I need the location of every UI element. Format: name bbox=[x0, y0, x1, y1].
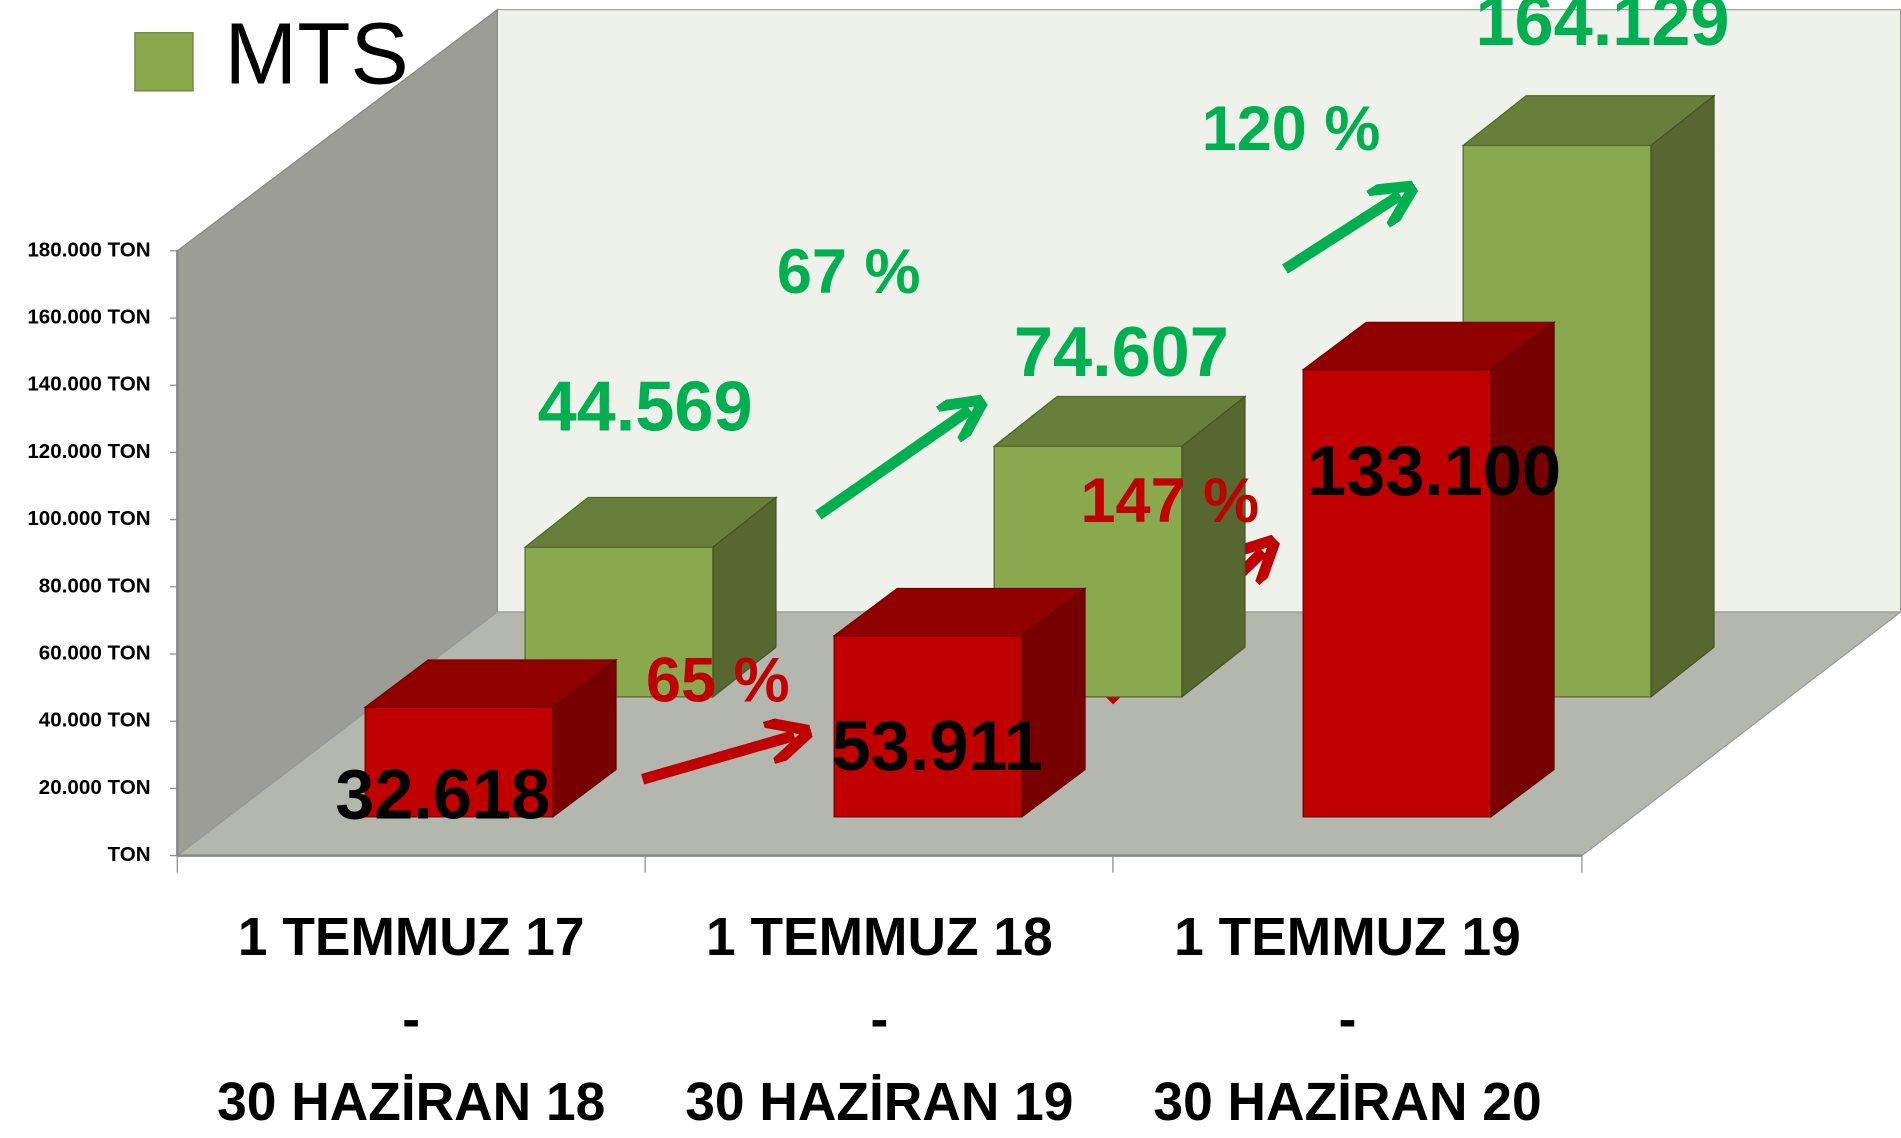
arrow bbox=[641, 736, 794, 785]
x-tick-label-box: 1 TEMMUZ 19 - 30 HAZİRAN 20 bbox=[1153, 907, 1542, 1132]
bar-front bbox=[364, 706, 554, 818]
bar bbox=[1301, 321, 1556, 819]
y-tick-label: 140.000 TON bbox=[27, 373, 150, 396]
annotation: 67 % bbox=[777, 237, 921, 307]
annotation: 65 % bbox=[646, 645, 790, 715]
x-tick-label: 1 TEMMUZ 18 - 30 HAZİRAN 19 bbox=[685, 907, 1074, 1132]
y-tick-label: 100.000 TON bbox=[27, 507, 150, 530]
y-tick-label: 40.000 TON bbox=[39, 709, 151, 732]
bar-side bbox=[712, 496, 777, 699]
legend-label: MTS bbox=[225, 6, 409, 103]
value-label: 164.129 bbox=[1475, 0, 1729, 60]
annotation: 120 % bbox=[1202, 94, 1381, 164]
x-tick-label-box: 1 TEMMUZ 17 - 30 HAZİRAN 18 bbox=[217, 907, 606, 1132]
y-tick-label: 80.000 TON bbox=[39, 574, 151, 597]
y-tick-label: 60.000 TON bbox=[39, 641, 151, 664]
bar bbox=[363, 658, 618, 819]
y-tick-label: 20.000 TON bbox=[39, 776, 151, 799]
bar-front bbox=[1302, 369, 1492, 818]
bar bbox=[832, 587, 1087, 819]
bar-side bbox=[1181, 395, 1246, 699]
x-tick-label-box: 1 TEMMUZ 18 - 30 HAZİRAN 19 bbox=[685, 907, 1074, 1132]
value-label: 32.618 bbox=[335, 754, 550, 833]
legend-swatch bbox=[134, 32, 194, 92]
value-label: 133.100 bbox=[1307, 431, 1561, 510]
y-tick-label: 160.000 TON bbox=[27, 306, 150, 329]
y-tick-label: 180.000 TON bbox=[27, 238, 150, 261]
y-tick-label: TON bbox=[108, 843, 151, 866]
x-tick-label: 1 TEMMUZ 17 - 30 HAZİRAN 18 bbox=[217, 907, 606, 1132]
arrow bbox=[815, 410, 969, 520]
arrow bbox=[1282, 195, 1400, 274]
bar-side bbox=[1490, 321, 1555, 819]
x-tick-label: 1 TEMMUZ 19 - 30 HAZİRAN 20 bbox=[1153, 907, 1542, 1132]
value-label: 74.607 bbox=[1014, 312, 1229, 391]
bar-side bbox=[1650, 94, 1715, 699]
value-label: 53.911 bbox=[832, 706, 1043, 785]
bar-side bbox=[552, 658, 617, 819]
value-label: 44.569 bbox=[538, 367, 753, 446]
bar bbox=[992, 395, 1247, 699]
annotation: 147 % bbox=[1081, 466, 1260, 536]
y-tick-label: 120.000 TON bbox=[27, 440, 150, 463]
bar-side bbox=[1021, 587, 1086, 819]
